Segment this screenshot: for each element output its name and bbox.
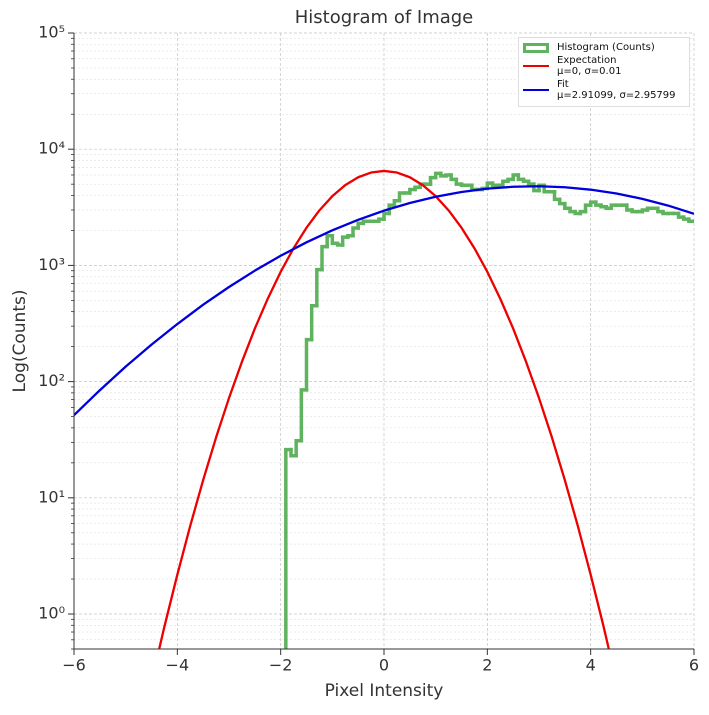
histogram-step bbox=[320, 244, 329, 272]
chart-title: Histogram of Image bbox=[295, 7, 474, 28]
histogram-step bbox=[304, 337, 314, 392]
x-tick-label: 6 bbox=[689, 656, 699, 675]
legend-swatch bbox=[523, 65, 549, 67]
x-tick-label: −2 bbox=[269, 656, 293, 675]
legend-label: Fit μ=2.91099, σ=2.95799 bbox=[557, 79, 676, 101]
histogram-step bbox=[687, 217, 694, 223]
legend-label: Histogram (Counts) bbox=[557, 42, 655, 53]
x-tick-label: −6 bbox=[62, 656, 86, 675]
legend-swatch bbox=[523, 42, 549, 53]
y-axis-label: Log(Counts) bbox=[10, 290, 30, 393]
legend-item: Fit μ=2.91099, σ=2.95799 bbox=[523, 79, 685, 101]
legend-item: Histogram (Counts) bbox=[523, 42, 685, 53]
x-tick-label: −4 bbox=[166, 656, 190, 675]
legend: Histogram (Counts) Expectation μ=0, σ=0.0… bbox=[518, 37, 690, 107]
y-tick-label: 10³ bbox=[38, 255, 65, 274]
x-tick-label: 2 bbox=[482, 656, 492, 675]
line-series bbox=[158, 169, 610, 649]
legend-item: Expectation μ=0, σ=0.01 bbox=[523, 55, 685, 77]
histogram-step bbox=[309, 303, 319, 342]
line-series bbox=[74, 185, 694, 417]
legend-label: Expectation μ=0, σ=0.01 bbox=[557, 55, 622, 77]
y-tick-label: 10² bbox=[38, 371, 65, 390]
x-tick-label: 0 bbox=[379, 656, 389, 675]
y-tick-label: 10¹ bbox=[38, 487, 65, 506]
legend-swatch bbox=[523, 89, 549, 91]
y-tick-label: 10⁰ bbox=[38, 604, 65, 623]
y-tick-label: 10⁴ bbox=[38, 139, 65, 158]
histogram-step bbox=[294, 438, 304, 458]
y-tick-label: 10⁵ bbox=[38, 23, 65, 42]
x-axis-label: Pixel Intensity bbox=[325, 681, 444, 701]
histogram-step bbox=[299, 388, 309, 443]
x-tick-label: 4 bbox=[586, 656, 596, 675]
